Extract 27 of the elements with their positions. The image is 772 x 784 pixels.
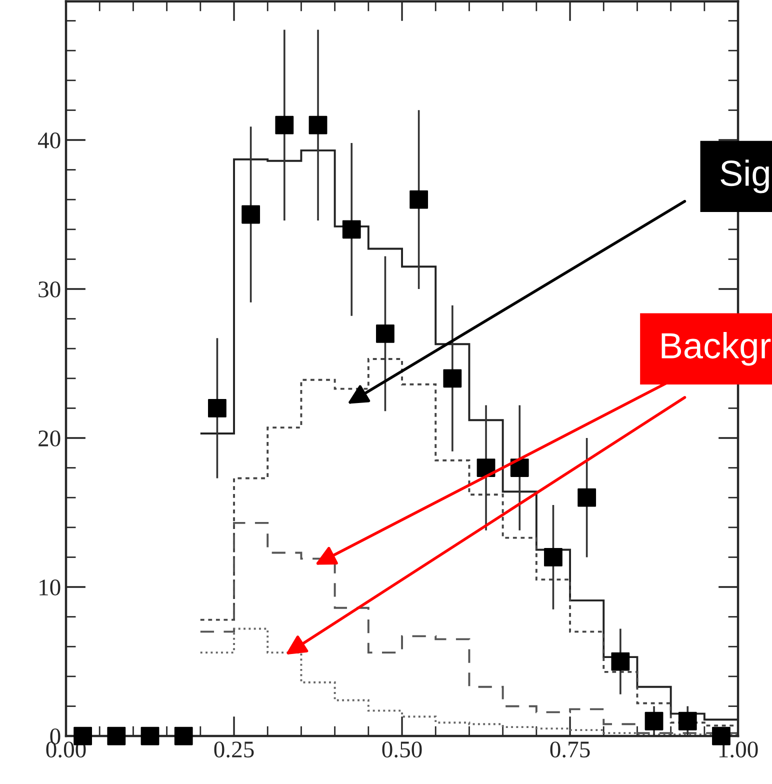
x-tick-label: 0.50 [382,742,422,758]
y-tick-label: 30 [38,281,60,298]
point [342,220,361,239]
y-tick-label: 10 [40,580,60,596]
point [611,652,630,671]
x-tick-label: 0.25 [214,742,254,758]
point [644,712,664,730]
point [510,458,529,478]
point [544,548,562,566]
point [308,116,328,134]
point [578,488,596,507]
point [242,205,260,224]
point [678,712,697,730]
point [476,458,496,478]
y-tick-label: 40 [38,132,60,148]
point [140,726,160,746]
point [208,399,226,418]
point [275,116,294,134]
x-tick-label: 0.75 [550,742,590,758]
annotation: Sig [720,160,769,194]
annotation: Backgr [662,332,771,366]
y-tick-label: 20 [38,430,60,446]
point [376,324,394,343]
point [410,190,428,209]
point [174,726,193,746]
point [107,726,126,746]
point [443,369,462,388]
